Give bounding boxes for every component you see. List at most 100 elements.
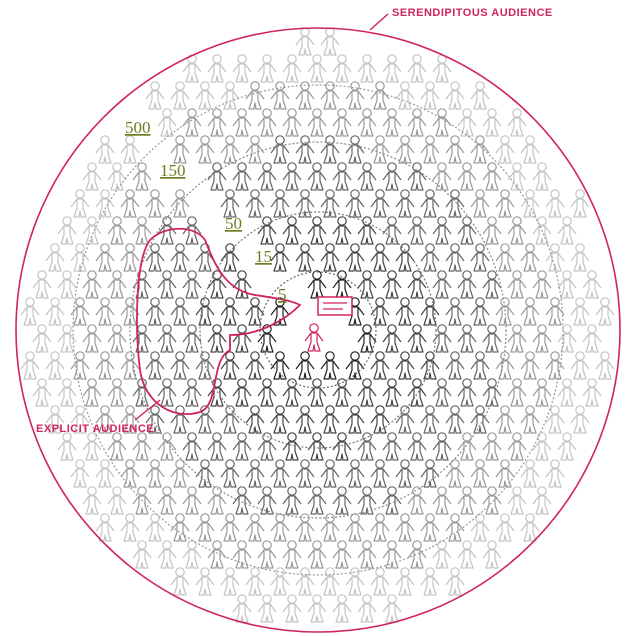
person bbox=[58, 433, 76, 460]
person bbox=[383, 55, 401, 82]
person bbox=[133, 217, 151, 244]
person bbox=[396, 136, 414, 163]
person bbox=[121, 460, 139, 487]
person bbox=[171, 514, 189, 541]
person bbox=[21, 298, 39, 325]
person bbox=[383, 271, 401, 298]
person bbox=[421, 568, 439, 595]
person bbox=[421, 298, 439, 325]
person bbox=[121, 514, 139, 541]
person bbox=[408, 325, 426, 352]
person bbox=[496, 190, 514, 217]
person bbox=[283, 595, 301, 622]
person bbox=[221, 298, 239, 325]
person bbox=[371, 568, 389, 595]
person bbox=[508, 487, 526, 514]
person bbox=[121, 136, 139, 163]
person bbox=[221, 514, 239, 541]
person bbox=[371, 298, 389, 325]
person bbox=[308, 433, 326, 460]
person bbox=[521, 190, 539, 217]
person bbox=[346, 190, 364, 217]
person bbox=[321, 244, 339, 271]
person bbox=[46, 298, 64, 325]
person bbox=[246, 514, 264, 541]
person bbox=[396, 352, 414, 379]
person bbox=[83, 433, 101, 460]
person bbox=[421, 136, 439, 163]
person bbox=[171, 136, 189, 163]
ring-label: 50 bbox=[225, 214, 242, 233]
person bbox=[521, 406, 539, 433]
person bbox=[508, 217, 526, 244]
person bbox=[383, 379, 401, 406]
person bbox=[433, 379, 451, 406]
person bbox=[446, 298, 464, 325]
person bbox=[583, 325, 601, 352]
person bbox=[146, 82, 164, 109]
person bbox=[558, 271, 576, 298]
person bbox=[171, 298, 189, 325]
serendipitous-label: SERENDIPITOUS AUDIENCE bbox=[392, 7, 553, 19]
person bbox=[321, 460, 339, 487]
person bbox=[96, 244, 114, 271]
person bbox=[83, 325, 101, 352]
person bbox=[371, 460, 389, 487]
person bbox=[133, 541, 151, 568]
person bbox=[371, 190, 389, 217]
person bbox=[483, 541, 501, 568]
person bbox=[396, 244, 414, 271]
person bbox=[108, 163, 126, 190]
person bbox=[221, 568, 239, 595]
person bbox=[133, 433, 151, 460]
person bbox=[246, 136, 264, 163]
person bbox=[258, 541, 276, 568]
person bbox=[496, 460, 514, 487]
person bbox=[233, 109, 251, 136]
person bbox=[546, 352, 564, 379]
person bbox=[421, 514, 439, 541]
person bbox=[408, 379, 426, 406]
person bbox=[471, 406, 489, 433]
person bbox=[196, 244, 214, 271]
person bbox=[196, 352, 214, 379]
person bbox=[333, 55, 351, 82]
person bbox=[233, 379, 251, 406]
person bbox=[408, 55, 426, 82]
person bbox=[421, 82, 439, 109]
person bbox=[271, 460, 289, 487]
ring-label: 500 bbox=[125, 118, 151, 137]
person bbox=[496, 298, 514, 325]
person bbox=[158, 541, 176, 568]
person bbox=[546, 460, 564, 487]
person bbox=[483, 109, 501, 136]
person bbox=[233, 595, 251, 622]
audience-diagram: SERENDIPITOUS AUDIENCE EXPLICIT AUDIENCE… bbox=[0, 0, 630, 636]
person bbox=[346, 568, 364, 595]
person bbox=[271, 406, 289, 433]
person bbox=[496, 352, 514, 379]
person bbox=[333, 271, 351, 298]
person bbox=[321, 406, 339, 433]
person bbox=[171, 244, 189, 271]
person bbox=[458, 163, 476, 190]
person bbox=[471, 244, 489, 271]
person bbox=[296, 406, 314, 433]
person bbox=[233, 55, 251, 82]
person bbox=[321, 568, 339, 595]
person bbox=[233, 163, 251, 190]
person bbox=[296, 244, 314, 271]
person bbox=[233, 541, 251, 568]
person bbox=[383, 325, 401, 352]
person bbox=[246, 298, 264, 325]
person bbox=[258, 55, 276, 82]
person bbox=[71, 352, 89, 379]
person bbox=[421, 460, 439, 487]
person bbox=[333, 595, 351, 622]
person bbox=[308, 541, 326, 568]
person bbox=[358, 271, 376, 298]
person bbox=[346, 136, 364, 163]
person bbox=[358, 325, 376, 352]
person bbox=[158, 487, 176, 514]
person bbox=[333, 217, 351, 244]
